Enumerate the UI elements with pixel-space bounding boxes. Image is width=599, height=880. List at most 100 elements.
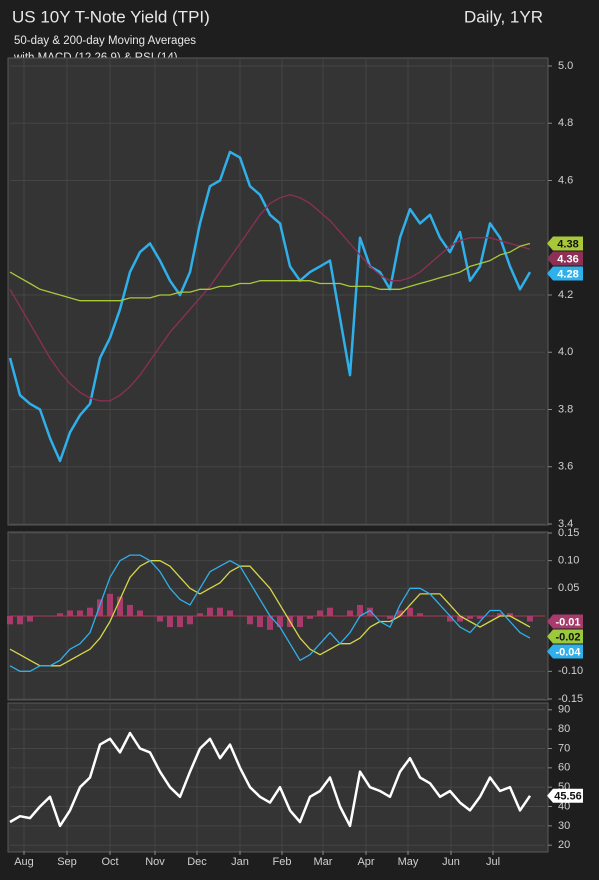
histogram-bar (237, 616, 243, 617)
value-tag-box (547, 788, 583, 803)
value-tag: 4.36 (547, 251, 583, 266)
histogram-bar (427, 616, 433, 617)
histogram-bar (167, 616, 173, 628)
y-tick-label: -0.15 (558, 693, 583, 705)
histogram-bar (397, 610, 403, 616)
value-tag-label: -0.04 (555, 646, 581, 658)
histogram-bar (17, 616, 23, 625)
value-tag-label: -0.01 (555, 616, 580, 628)
histogram-bar (207, 607, 213, 616)
histogram-bar (47, 616, 53, 617)
value-tag-box (547, 251, 583, 266)
panel (7, 702, 549, 853)
histogram-bar (497, 613, 503, 616)
value-tag: 4.28 (547, 266, 583, 281)
y-tick-label: 70 (558, 742, 570, 754)
y-tick-label: -0.10 (558, 665, 583, 677)
histogram-bar (457, 616, 463, 622)
y-tick-label: 80 (558, 723, 570, 735)
histogram-bar (357, 604, 363, 616)
x-tick-label: Sep (57, 856, 77, 868)
histogram-bar (137, 610, 143, 616)
series-line (9, 554, 531, 672)
x-tick-label: Oct (101, 856, 118, 868)
value-tag-box (547, 236, 583, 251)
y-tick-label: 40 (558, 800, 570, 812)
histogram-bar (407, 607, 413, 616)
histogram-bar (507, 613, 513, 616)
histogram-bar (327, 607, 333, 616)
panel (7, 57, 549, 526)
y-tick-label: 4.2 (558, 289, 573, 301)
value-tag-box (547, 266, 583, 281)
x-tick-label: Feb (273, 856, 292, 868)
value-tag-label: 4.28 (557, 268, 578, 280)
series-line (8, 150, 532, 463)
x-tick-label: Jan (231, 856, 249, 868)
value-tag-box (547, 629, 583, 644)
histogram-bar (87, 607, 93, 616)
histogram-bar (247, 616, 253, 625)
y-tick-label: 90 (558, 704, 570, 716)
x-tick-label: Aug (14, 856, 34, 868)
histogram-bar (517, 616, 523, 617)
histogram-bar (477, 616, 483, 619)
subtitle: 50-day & 200-day Moving Averages (14, 35, 196, 47)
series-line (9, 560, 531, 667)
histogram-bar (107, 593, 113, 616)
histogram-bar (367, 607, 373, 616)
value-tag: 4.38 (547, 236, 583, 251)
histogram-bar (177, 616, 183, 628)
series-line (9, 242, 531, 302)
value-tag-box (547, 644, 583, 659)
value-tag: -0.04 (547, 644, 583, 659)
histogram-bar (197, 613, 203, 616)
histogram-bar (417, 613, 423, 616)
value-tag: 45.56 (547, 788, 583, 803)
y-tick-label: 60 (558, 762, 570, 774)
histogram-bar (387, 616, 393, 619)
x-tick-label: Mar (314, 856, 333, 868)
x-tick-label: Nov (145, 856, 165, 868)
value-tag-label: -0.02 (555, 631, 580, 643)
y-tick-label: 4.8 (558, 117, 573, 129)
value-tag-label: 45.56 (554, 791, 582, 803)
y-tick-label: 3.6 (558, 461, 573, 473)
series-line (9, 194, 531, 402)
x-tick-label: Jun (442, 856, 460, 868)
y-tick-label: 4.6 (558, 174, 573, 186)
value-tag-box (547, 614, 583, 629)
histogram-bar (377, 616, 383, 617)
histogram-bar (307, 616, 313, 619)
histogram-bar (7, 616, 13, 625)
histogram-bar (267, 616, 273, 630)
y-tick-label: 4.0 (558, 346, 573, 358)
histogram-bar (347, 610, 353, 616)
histogram-bar (337, 616, 343, 617)
histogram-bar (37, 616, 43, 617)
y-tick-label: 30 (558, 820, 570, 832)
series-line (9, 731, 532, 828)
histogram-bar (317, 610, 323, 616)
x-tick-label: Jul (486, 856, 500, 868)
histogram-bar (527, 616, 533, 622)
histogram-bar (77, 610, 83, 616)
histogram-bar (97, 599, 103, 616)
value-tag: -0.01 (547, 614, 583, 629)
y-tick-label: 5.0 (558, 60, 573, 72)
histogram-bar (27, 616, 33, 622)
y-tick-label: 0.15 (558, 527, 579, 539)
timeframe: Daily, 1YR (464, 7, 543, 26)
chart-title: US 10Y T-Note Yield (TPI) (12, 7, 210, 26)
histogram-bar (117, 596, 123, 616)
value-tag-label: 4.36 (557, 253, 578, 265)
histogram-bar (147, 616, 153, 617)
x-tick-label: May (398, 856, 419, 868)
histogram-bar (277, 616, 283, 628)
value-tag-label: 4.38 (557, 238, 578, 250)
histogram-bar (67, 610, 73, 616)
histogram-bar (487, 616, 493, 617)
histogram-bar (127, 604, 133, 616)
